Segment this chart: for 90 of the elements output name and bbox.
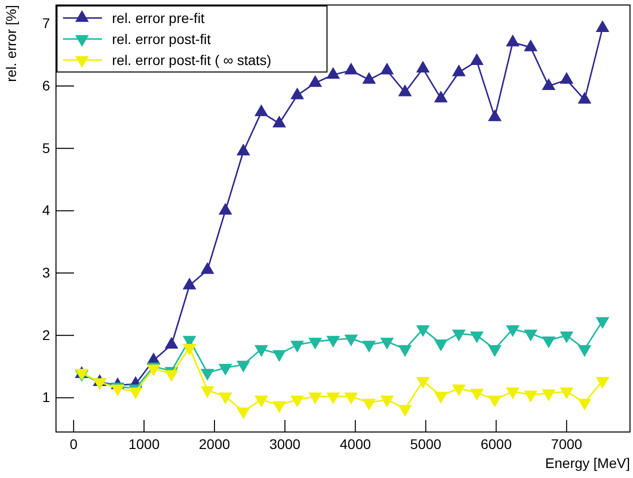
- point: [452, 330, 466, 342]
- point: [308, 392, 322, 404]
- point: [362, 72, 376, 84]
- point: [434, 392, 448, 404]
- y-tick-label: 5: [42, 140, 50, 156]
- point: [362, 340, 376, 353]
- point: [308, 75, 322, 87]
- point: [128, 388, 142, 400]
- x-tick-label: 6000: [480, 436, 512, 452]
- point: [326, 392, 340, 404]
- y-tick-label: 1: [42, 389, 50, 406]
- point: [362, 398, 376, 411]
- point: [488, 109, 502, 122]
- point: [578, 345, 592, 357]
- legend-label: rel. error post-fit: [112, 31, 211, 47]
- point: [452, 64, 466, 76]
- y-tick-label: 6: [42, 78, 50, 94]
- point: [560, 331, 574, 344]
- point: [272, 116, 286, 128]
- point: [398, 84, 412, 96]
- point: [596, 317, 610, 329]
- point: [524, 40, 538, 52]
- x-tick-label: 0: [70, 436, 78, 452]
- x-tick-label: 2000: [198, 436, 230, 452]
- point: [380, 396, 394, 408]
- point: [542, 389, 556, 402]
- point: [272, 401, 286, 414]
- point: [200, 386, 214, 398]
- point: [326, 66, 340, 79]
- legend-label: rel. error pre-fit: [112, 10, 205, 26]
- point: [560, 388, 574, 400]
- point: [236, 408, 250, 420]
- x-tick-label: 3000: [269, 436, 301, 452]
- point: [344, 392, 358, 404]
- point: [506, 34, 520, 46]
- point: [416, 376, 430, 389]
- point: [272, 350, 286, 362]
- x-tick-label: 4000: [340, 436, 372, 452]
- point: [596, 376, 610, 389]
- point: [290, 396, 304, 408]
- point: [254, 104, 268, 116]
- x-tick-label: 5000: [410, 436, 442, 452]
- x-axis-title: Energy [MeV]: [545, 455, 630, 471]
- point: [470, 331, 484, 344]
- point: [434, 340, 448, 352]
- point: [200, 368, 214, 381]
- point: [164, 370, 178, 382]
- point: [218, 364, 232, 376]
- point: [488, 345, 502, 357]
- x-tick-label: 7000: [551, 436, 582, 452]
- point: [308, 338, 322, 350]
- point: [470, 53, 484, 66]
- point: [344, 334, 358, 346]
- y-tick-label: 4: [42, 202, 50, 218]
- point: [398, 345, 412, 357]
- point: [542, 336, 556, 348]
- point: [380, 62, 394, 74]
- point: [542, 78, 556, 90]
- point: [182, 344, 196, 356]
- point: [452, 384, 466, 396]
- y-axis-title: rel. error [%]: [3, 5, 19, 82]
- point: [470, 388, 484, 401]
- y-tick-label: 7: [42, 15, 50, 32]
- point: [596, 20, 610, 32]
- y-tick-label: 2: [42, 326, 50, 343]
- point: [524, 330, 538, 342]
- point: [416, 60, 430, 73]
- point: [416, 325, 430, 337]
- point: [560, 72, 574, 84]
- point: [524, 390, 538, 402]
- point: [398, 405, 412, 417]
- point: [344, 62, 358, 74]
- point: [290, 340, 304, 353]
- y-tick-label: 3: [42, 264, 50, 281]
- point: [578, 92, 592, 104]
- point: [254, 345, 268, 357]
- legend-label: rel. error post-fit ( ∞ stats): [112, 52, 272, 68]
- point: [578, 398, 592, 411]
- point: [326, 336, 340, 348]
- point: [254, 396, 268, 408]
- point: [236, 360, 250, 373]
- point: [236, 144, 250, 156]
- point: [434, 90, 448, 102]
- point: [488, 396, 502, 408]
- x-tick-label: 1000: [128, 436, 160, 452]
- point: [380, 338, 394, 350]
- point: [506, 388, 520, 400]
- point: [218, 392, 232, 404]
- point: [506, 325, 520, 337]
- point: [290, 88, 304, 100]
